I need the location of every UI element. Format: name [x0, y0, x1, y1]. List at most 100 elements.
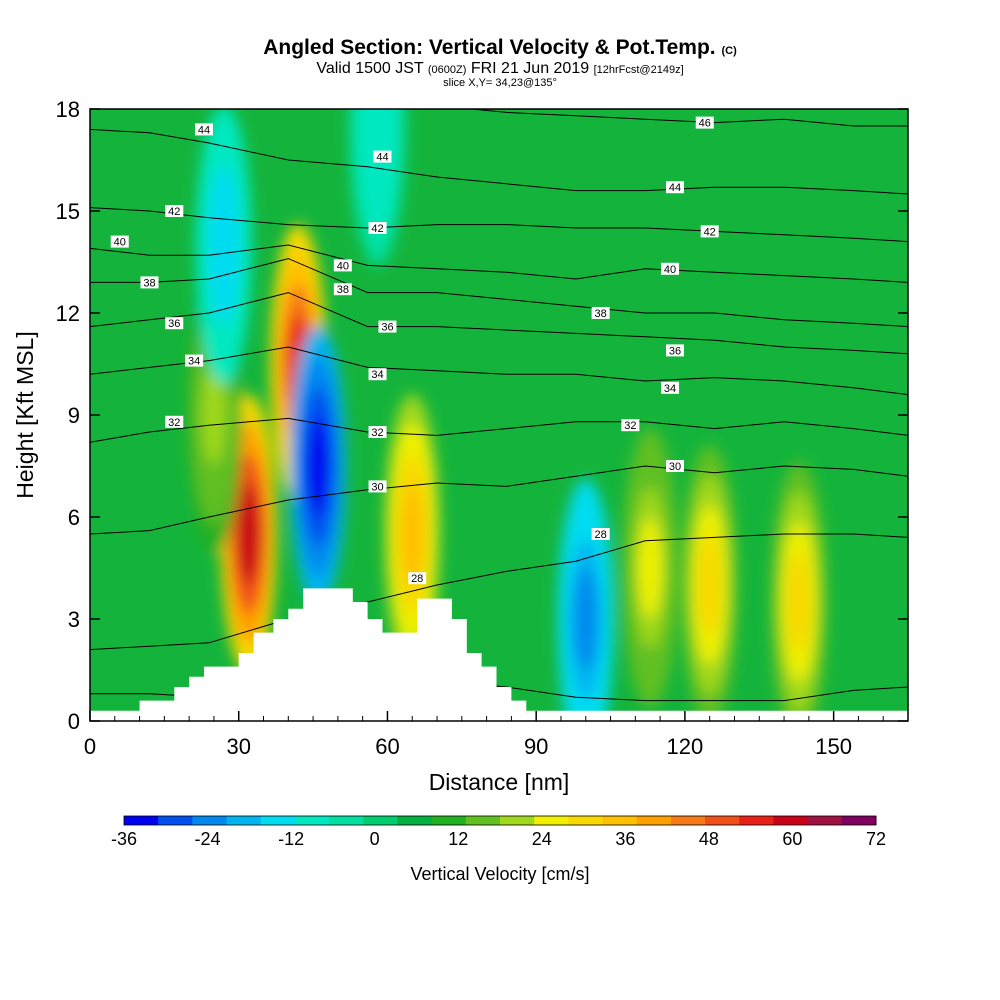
- x-tick-label: 90: [524, 734, 548, 759]
- colorbar-swatch: [294, 816, 330, 825]
- y-tick-label: 0: [68, 709, 80, 734]
- colorbar-swatch: [124, 816, 159, 825]
- contour-label-box: [373, 150, 392, 163]
- contour-line-28: [90, 533, 908, 651]
- contour-label-box: [165, 415, 184, 428]
- contour-label-box: [368, 426, 387, 438]
- y-tick-label: 18: [56, 97, 80, 122]
- contour-label-box: [665, 181, 684, 194]
- colorbar-swatch: [158, 816, 193, 825]
- contour-label-box: [165, 205, 184, 217]
- contour-label: 32: [168, 417, 180, 429]
- velocity-core: [400, 484, 424, 584]
- colorbar: -36 -24 -12 0 12 24 36 48 60 72: [111, 815, 886, 849]
- contour-label-box: [195, 123, 214, 136]
- contour-label-box: [333, 259, 352, 272]
- colorbar-tick-label: 24: [532, 829, 552, 849]
- contour-label: 44: [669, 182, 681, 194]
- copyright-mark: (C): [721, 45, 737, 57]
- contour-label-box: [621, 419, 640, 432]
- contour-label-box: [368, 368, 387, 381]
- velocity-core: [306, 416, 330, 516]
- contour-line-38: [90, 258, 908, 328]
- colorbar-tick-label: 60: [782, 829, 802, 849]
- contour-line-30: [90, 465, 908, 535]
- contour-label: 34: [664, 383, 676, 395]
- plot-area: 44 46 44 44 42 42 42 40 40 40 38 38 38 36 36 36 34 34 34 32…: [90, 109, 908, 721]
- y-axis-label: Height [Kft MSL]: [12, 331, 38, 498]
- chart-title: Angled Section: Vertical Velocity & Pot.…: [263, 36, 737, 59]
- contour-label-box: [591, 307, 610, 319]
- x-tick-label: 30: [226, 734, 250, 759]
- contour-label: 34: [188, 356, 200, 368]
- contour-label: 38: [595, 308, 607, 320]
- colorbar-swatch: [841, 816, 877, 825]
- colorbar-swatch: [705, 816, 740, 825]
- contour-line-46: [466, 109, 908, 127]
- contour-label-box: [661, 381, 680, 394]
- colorbar-swatch: [192, 816, 228, 825]
- colorbar-label: Vertical Velocity [cm/s]: [410, 864, 589, 884]
- chart-subtitle: Valid 1500 JST (0600Z) FRI 21 Jun 2019 […: [316, 60, 684, 77]
- y-tick-label: 15: [56, 199, 80, 224]
- contour-label: 28: [411, 573, 423, 585]
- contour-label: 34: [371, 369, 383, 381]
- colorbar-swatch: [260, 816, 296, 825]
- colorbar-swatch: [636, 816, 672, 825]
- contour-label: 46: [699, 118, 711, 130]
- colorbar-swatch: [226, 816, 262, 825]
- utc-time: (0600Z): [427, 64, 467, 76]
- contour-line-36: [90, 292, 908, 355]
- colorbar-swatch: [397, 816, 433, 825]
- velocity-core: [202, 365, 226, 465]
- contour-line-42: [90, 207, 908, 243]
- contour-line-44: [90, 128, 908, 195]
- contour-label: 40: [337, 260, 349, 272]
- velocity-core: [698, 535, 722, 635]
- colorbar-swatch: [807, 816, 843, 825]
- contour-label: 38: [337, 284, 349, 296]
- contour-label: 30: [371, 481, 383, 493]
- contour-label: 28: [595, 529, 607, 541]
- colorbar-swatch: [739, 816, 774, 825]
- contour-label-box: [695, 116, 714, 129]
- contour-label-box: [333, 283, 352, 296]
- contour-line-32: [90, 417, 908, 443]
- colorbar-swatch: [329, 816, 364, 825]
- contour-label: 42: [168, 206, 180, 218]
- y-tick-label: 6: [68, 505, 80, 530]
- colorbar-tick-label: 36: [615, 829, 635, 849]
- colorbar-swatch: [465, 816, 501, 825]
- x-axis-label: Distance [nm]: [429, 769, 570, 795]
- y-tick-label: 12: [56, 301, 80, 326]
- contour-line-34: [90, 346, 908, 396]
- contour-labels: 44 46 44 44 42 42 42 40 40 40 38 38 38 36 36 36 34 34 34 32…: [110, 116, 719, 585]
- contour-label: 36: [168, 318, 180, 330]
- colorbar-tick-label: -24: [195, 829, 221, 849]
- contour-label-box: [408, 572, 427, 585]
- slice-label: slice X,Y= 34,23@135°: [443, 77, 557, 89]
- contour-label-box: [700, 225, 719, 238]
- y-tick-label: 9: [68, 403, 80, 428]
- contour-label-box: [378, 320, 397, 333]
- contour-label: 32: [371, 427, 383, 439]
- forecast-info: [12hrFcst@2149z]: [593, 64, 684, 76]
- contour-label-box: [661, 262, 680, 275]
- contour-label: 38: [143, 277, 155, 289]
- pot-temp-contours: [90, 109, 908, 702]
- contour-label-box: [185, 354, 204, 367]
- colorbar-swatch: [363, 816, 398, 825]
- contour-label: 42: [371, 223, 383, 235]
- colorbar-tick-label: 48: [699, 829, 719, 849]
- velocity-core: [574, 569, 598, 669]
- contour-label: 44: [198, 124, 210, 136]
- x-tick-label: 150: [815, 734, 852, 759]
- colorbar-swatch: [670, 816, 706, 825]
- colorbar-frame: [123, 815, 877, 826]
- velocity-core: [787, 552, 811, 652]
- contour-label-box: [110, 235, 129, 248]
- velocity-core: [237, 484, 261, 584]
- contour-label: 36: [669, 345, 681, 357]
